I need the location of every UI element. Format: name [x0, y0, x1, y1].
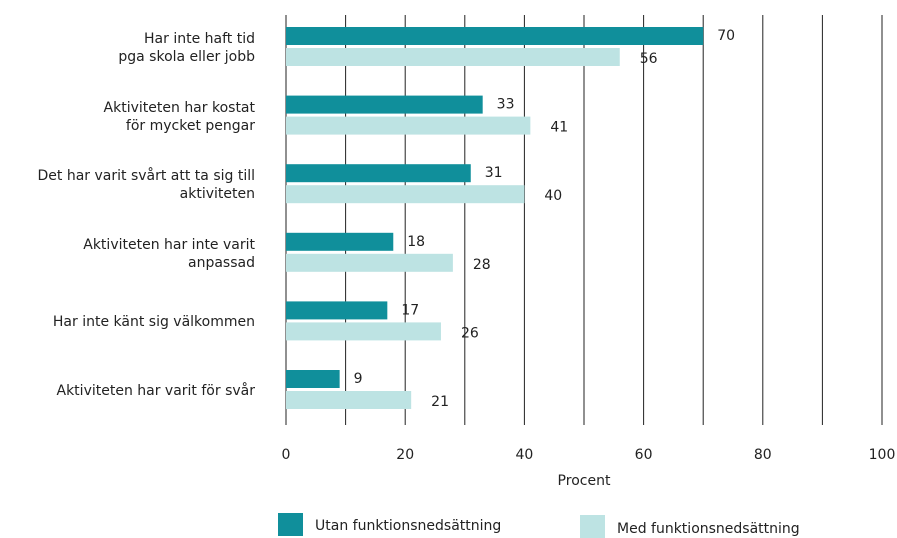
bar — [286, 370, 340, 388]
value-label: 56 — [640, 51, 658, 67]
value-label: 26 — [461, 325, 479, 341]
category-label: Det har varit svårt att ta sig till akti… — [37, 168, 256, 203]
bar — [286, 27, 704, 45]
category-label: Har inte haft tid pga skola eller jobb — [118, 31, 255, 65]
legend-swatch — [278, 513, 303, 536]
value-label: 33 — [497, 97, 515, 113]
value-label: 21 — [431, 394, 449, 410]
value-label: 28 — [473, 257, 491, 273]
value-label: 31 — [485, 165, 503, 181]
bar — [286, 322, 441, 341]
category-label: Aktiviteten har kostat för mycket pengar — [103, 99, 255, 134]
x-tick-label: 80 — [754, 447, 772, 463]
value-label: 41 — [550, 120, 568, 136]
bar — [286, 301, 388, 320]
bar — [286, 253, 453, 272]
value-label: 9 — [354, 371, 363, 387]
bar — [286, 391, 412, 409]
x-tick-label: 100 — [869, 447, 896, 463]
legend-label: Med funktionsnedsättning — [617, 521, 800, 537]
bar — [286, 48, 620, 66]
x-tick-label: 40 — [515, 447, 533, 463]
bar — [286, 95, 483, 114]
legend-swatch — [580, 515, 605, 538]
x-tick-label: 20 — [396, 447, 414, 463]
x-tick-label: 0 — [282, 447, 291, 463]
value-label: 40 — [544, 188, 562, 204]
bar — [286, 185, 525, 204]
value-label: 18 — [407, 234, 425, 250]
category-label: Har inte känt sig välkommen — [52, 314, 255, 331]
x-axis-label: Procent — [558, 473, 611, 489]
legend-label: Utan funktionsnedsättning — [315, 518, 501, 534]
value-label: 70 — [717, 28, 735, 44]
value-label: 17 — [401, 302, 419, 318]
bar — [286, 116, 531, 135]
bar — [286, 164, 471, 183]
bar — [286, 232, 394, 251]
category-label: Aktiviteten har inte varit anpassad — [83, 236, 255, 271]
x-tick-label: 60 — [635, 447, 653, 463]
category-label: Aktiviteten har varit för svår — [56, 383, 256, 399]
